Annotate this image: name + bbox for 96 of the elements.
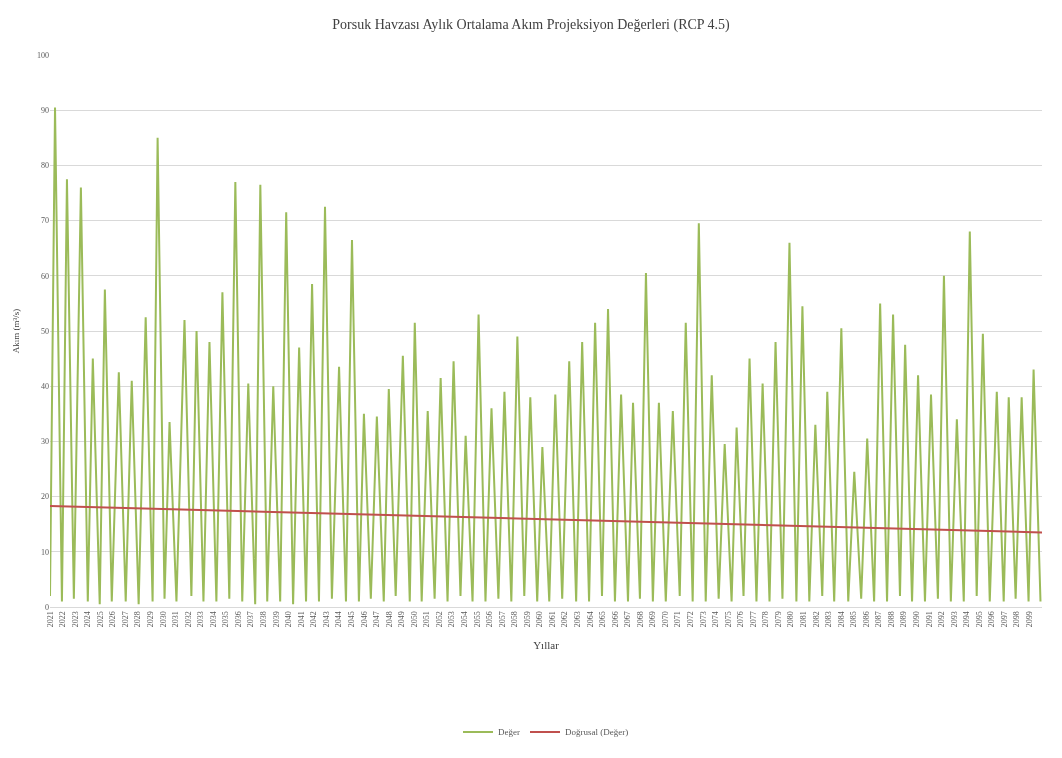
x-tick-label: 2088: [886, 611, 896, 628]
x-tick-label: 2024: [83, 611, 93, 628]
legend-label: Doğrusal (Değer): [565, 727, 629, 738]
x-tick-label: 2027: [120, 611, 130, 628]
x-tick-label: 2085: [849, 611, 859, 628]
y-tick-label: 0: [45, 602, 49, 612]
y-tick-label: 100: [37, 50, 49, 60]
x-tick-label: 2053: [447, 611, 457, 628]
x-tick-label: 2025: [95, 611, 105, 628]
x-tick-label: 2083: [824, 611, 834, 628]
chart-title: Porsuk Havzası Aylık Ortalama Akım Projeksiyon Değerleri (RCP 4.5): [332, 16, 731, 33]
x-tick-label: 2071: [673, 611, 683, 628]
x-tick-label: 2075: [723, 611, 733, 628]
x-tick-label: 2046: [359, 611, 369, 628]
x-tick-label: 2090: [912, 611, 922, 628]
x-tick-label: 2037: [246, 611, 256, 628]
x-tick-label: 2056: [485, 611, 495, 628]
x-tick-label: 2096: [987, 611, 997, 628]
x-tick-label: 2026: [108, 611, 118, 628]
x-tick-label: 2029: [146, 611, 156, 628]
x-tick-label: 2048: [384, 611, 394, 628]
x-tick-label: 2039: [271, 611, 281, 628]
x-tick-label: 2072: [686, 611, 696, 628]
y-tick-label: 20: [41, 492, 49, 502]
y-tick-label: 70: [41, 216, 49, 226]
x-tick-label: 2082: [811, 611, 821, 628]
x-tick-label: 2084: [836, 611, 846, 628]
x-tick-label: 2065: [598, 611, 608, 628]
y-axis-title: Akım (m³/s): [11, 308, 22, 354]
x-tick-label: 2074: [711, 611, 721, 628]
x-tick-label: 2092: [937, 611, 947, 628]
x-tick-label: 2031: [171, 611, 181, 628]
x-tick-label: 2052: [434, 611, 444, 628]
x-tick-label: 2044: [334, 611, 344, 628]
x-tick-label: 2076: [736, 611, 746, 628]
x-tick-label: 2093: [949, 611, 959, 628]
y-tick-label: 80: [41, 161, 49, 171]
x-tick-label: 2087: [874, 611, 884, 628]
y-tick-label: 30: [41, 437, 49, 447]
x-tick-label: 2040: [284, 611, 294, 628]
x-tick-label: 2099: [1025, 611, 1035, 628]
x-tick-label: 2035: [221, 611, 231, 628]
x-tick-label: 2042: [309, 611, 319, 628]
y-tick-label: 10: [41, 547, 49, 557]
x-tick-label: 2077: [748, 611, 758, 628]
x-tick-label: 2045: [346, 611, 356, 628]
x-tick-label: 2058: [510, 611, 520, 628]
x-tick-label: 2033: [196, 611, 206, 628]
x-tick-label: 2080: [786, 611, 796, 628]
x-tick-label: 2036: [233, 611, 243, 628]
x-tick-label: 2047: [372, 611, 382, 628]
x-tick-label: 2021: [45, 611, 55, 628]
x-tick-label: 2022: [58, 611, 68, 628]
x-tick-label: 2067: [623, 611, 633, 628]
x-tick-label: 2061: [547, 611, 557, 628]
y-tick-label: 40: [41, 382, 49, 391]
x-tick-label: 2068: [635, 611, 645, 628]
x-tick-label: 2060: [535, 611, 545, 628]
x-tick-label: 2049: [397, 611, 407, 628]
x-tick-label: 2064: [585, 611, 595, 628]
x-tick-label: 2078: [761, 611, 771, 628]
x-tick-label: 2079: [773, 611, 783, 628]
x-tick-label: 2070: [660, 611, 670, 628]
x-tick-label: 2097: [999, 611, 1009, 628]
x-tick-label: 2066: [610, 611, 620, 628]
x-tick-label: 2057: [497, 611, 507, 628]
x-tick-label: 2094: [962, 611, 972, 628]
legend-label: Değer: [498, 727, 520, 738]
x-tick-label: 2034: [208, 611, 218, 628]
x-tick-label: 2073: [698, 611, 708, 628]
y-tick-label: 60: [41, 271, 49, 281]
x-tick-label: 2086: [861, 611, 871, 628]
x-tick-label: 2043: [321, 611, 331, 628]
x-tick-label: 2028: [133, 611, 143, 628]
x-axis-title: Yıllar: [533, 639, 560, 652]
x-tick-label: 2063: [572, 611, 582, 628]
x-tick-label: 2051: [422, 611, 432, 628]
x-tick-label: 2059: [522, 611, 532, 628]
x-tick-label: 2089: [899, 611, 909, 628]
x-tick-label: 2062: [560, 611, 570, 628]
x-tick-label: 2038: [259, 611, 269, 628]
y-tick-label: 90: [41, 106, 49, 115]
x-tick-label: 2050: [409, 611, 419, 628]
x-tick-label: 2069: [648, 611, 658, 628]
x-tick-label: 2055: [472, 611, 482, 628]
x-tick-label: 2054: [459, 611, 469, 628]
x-tick-label: 2081: [799, 611, 809, 628]
x-tick-label: 2095: [974, 611, 984, 628]
y-tick-label: 50: [41, 326, 49, 336]
x-tick-label: 2032: [183, 611, 193, 628]
x-tick-label: 2091: [924, 611, 934, 628]
x-tick-label: 2030: [158, 611, 168, 628]
x-tick-label: 2041: [296, 611, 306, 628]
x-tick-label: 2023: [70, 611, 80, 628]
x-tick-label: 2098: [1012, 611, 1022, 628]
line-series: [50, 106, 1042, 606]
